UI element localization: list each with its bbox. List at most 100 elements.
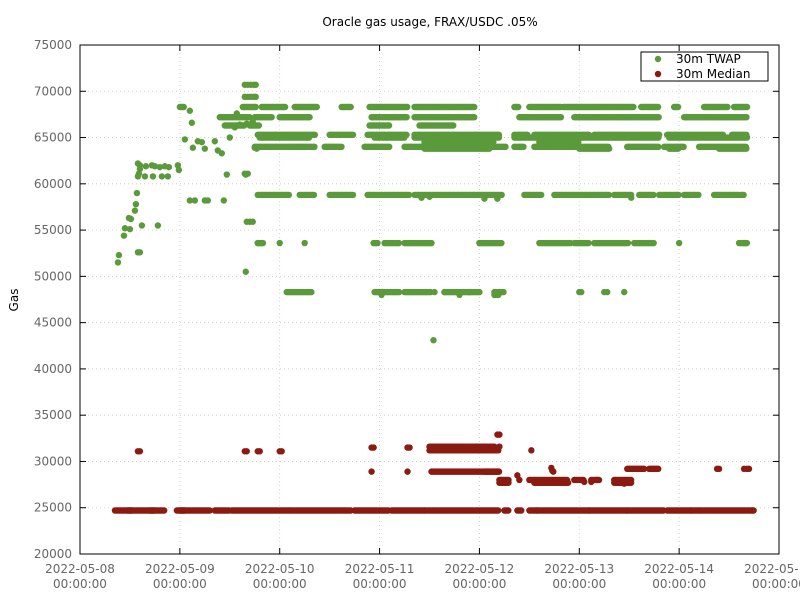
data-point	[426, 193, 433, 200]
data-point	[650, 239, 657, 247]
data-point	[405, 191, 413, 199]
data-point	[180, 103, 187, 111]
data-point	[218, 150, 225, 157]
legend: 30m TWAP 30m Median	[640, 51, 769, 82]
data-point	[281, 103, 289, 111]
data-point	[655, 465, 662, 473]
data-point	[181, 136, 189, 143]
data-point	[578, 288, 585, 296]
data-point	[406, 444, 413, 451]
x-tick-label-date: 2022-05-15	[744, 562, 800, 576]
data-point	[505, 479, 512, 486]
y-tick-label: 30000	[34, 454, 72, 468]
y-tick-label: 75000	[34, 38, 72, 52]
data-point	[126, 225, 134, 233]
data-point	[301, 239, 308, 247]
x-tick-label-time: 00:00:00	[153, 577, 207, 591]
data-point	[404, 468, 411, 475]
x-tick-label-date: 2022-05-11	[345, 562, 415, 576]
data-point	[486, 145, 493, 152]
data-point	[131, 207, 139, 214]
data-point	[502, 143, 509, 150]
data-point	[136, 249, 144, 256]
data-point	[743, 113, 750, 121]
data-point	[743, 103, 751, 111]
y-tick-label: 55000	[34, 223, 72, 237]
data-point	[594, 476, 601, 484]
data-point	[133, 189, 141, 197]
data-point	[115, 251, 123, 259]
x-tick-label-date: 2022-05-10	[245, 562, 315, 576]
data-point	[276, 239, 283, 247]
legend-box	[640, 51, 769, 82]
data-point	[149, 173, 157, 180]
data-point	[498, 191, 505, 199]
data-point	[233, 110, 240, 117]
data-point	[675, 239, 683, 247]
data-point	[249, 218, 256, 225]
data-point	[476, 239, 483, 247]
data-point	[349, 191, 357, 199]
data-point	[743, 145, 750, 152]
data-point	[249, 118, 256, 126]
data-point	[505, 507, 512, 514]
x-tick-label-time: 00:00:00	[752, 577, 800, 591]
data-point	[151, 163, 159, 170]
data-point	[246, 113, 253, 121]
data-point	[121, 225, 129, 232]
data-point	[743, 134, 751, 141]
data-point	[186, 197, 194, 204]
data-point	[581, 478, 588, 486]
x-tick-label-date: 2022-05-14	[644, 562, 714, 576]
data-point	[136, 162, 144, 169]
data-point	[588, 478, 595, 486]
data-point	[496, 288, 503, 296]
y-tick-label: 65000	[34, 131, 72, 145]
data-point	[605, 191, 613, 199]
data-point	[142, 163, 150, 170]
data-point	[198, 138, 206, 146]
series-twap	[114, 81, 751, 344]
legend-label-median: 30m Median	[676, 67, 750, 81]
data-point	[630, 103, 637, 111]
data-point	[538, 191, 545, 199]
data-point	[204, 197, 212, 204]
data-point	[226, 134, 233, 141]
data-point	[310, 191, 318, 199]
series-median	[111, 431, 757, 514]
y-axis-title: Gas	[7, 289, 21, 312]
data-point	[165, 163, 173, 171]
data-point	[252, 93, 259, 101]
x-tick-label-time: 00:00:00	[353, 577, 407, 591]
data-point	[564, 479, 572, 486]
data-point	[476, 288, 483, 296]
data-point	[687, 507, 695, 514]
data-point	[624, 478, 631, 486]
data-point	[114, 259, 122, 266]
data-point	[256, 448, 263, 455]
data-point	[471, 103, 478, 111]
data-point	[604, 288, 611, 296]
x-tick-label-time: 00:00:00	[253, 577, 307, 591]
data-point	[516, 476, 523, 484]
data-point	[418, 194, 425, 201]
data-point	[252, 81, 259, 88]
data-point	[605, 145, 613, 152]
chart-title: Oracle gas usage, FRAX/USDC .05%	[322, 15, 537, 29]
data-point	[695, 191, 702, 199]
data-point	[253, 145, 260, 152]
x-tick-label-time: 00:00:00	[452, 577, 506, 591]
data-point	[127, 215, 135, 223]
data-point	[385, 122, 393, 129]
plot-frame	[79, 44, 780, 555]
data-point	[640, 465, 648, 473]
x-tick-label-time: 00:00:00	[53, 577, 107, 591]
data-point	[528, 447, 535, 454]
y-tick-label: 70000	[34, 84, 72, 98]
data-point	[650, 191, 657, 199]
y-tick-label: 25000	[34, 501, 72, 515]
axes: 20000 25000 30000 35000 40000 45000 50000 55000…	[34, 38, 800, 591]
data-point	[430, 337, 437, 344]
data-point	[349, 131, 357, 138]
data-point	[675, 145, 682, 152]
